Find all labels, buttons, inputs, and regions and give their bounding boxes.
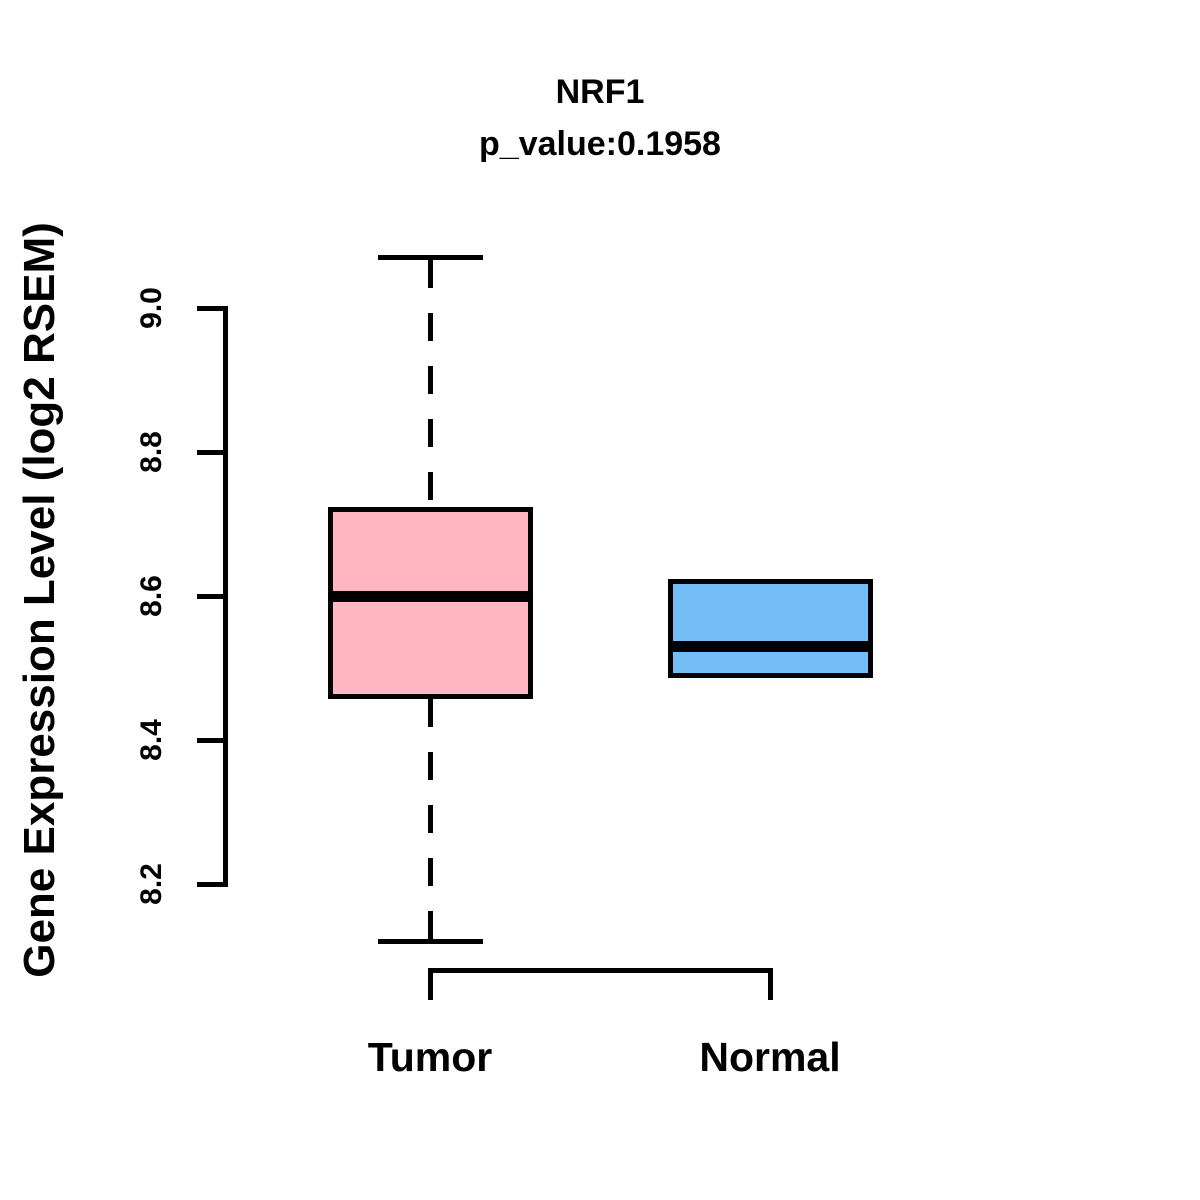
box-tumor	[327, 507, 533, 700]
gene-title: NRF1	[555, 73, 645, 111]
whisker-upper-tumor	[427, 260, 433, 508]
x-axis-tick-tumor	[427, 968, 433, 1000]
x-axis-line	[427, 968, 773, 973]
chart-title-block: NRF1 p_value:0.1958	[0, 66, 1200, 170]
y-axis-tick	[197, 305, 223, 311]
y-axis-tick	[197, 737, 223, 743]
y-axis-tick	[197, 881, 223, 887]
y-axis-tick	[197, 593, 223, 599]
y-axis-tick-label: 8.4	[135, 719, 168, 761]
y-axis-tick-label: 9.0	[135, 287, 168, 329]
y-axis-line	[223, 305, 228, 887]
x-axis-label-tumor: Tumor	[367, 1034, 493, 1080]
y-axis-tick-label: 8.8	[135, 431, 168, 473]
y-axis-tick	[197, 449, 223, 455]
box-normal	[667, 579, 873, 678]
median-line-tumor	[329, 590, 531, 602]
whisker-lower-tumor	[427, 699, 433, 940]
pvalue-subtitle: p_value:0.1958	[479, 125, 721, 163]
y-axis-tick-label: 8.6	[135, 575, 168, 617]
whisker-cap-upper-tumor	[377, 255, 483, 261]
x-axis-tick-normal	[767, 968, 773, 1000]
median-line-normal	[669, 640, 871, 652]
whisker-cap-lower-tumor	[377, 939, 483, 945]
x-axis-label-normal: Normal	[699, 1034, 841, 1080]
y-axis-tick-label: 8.2	[135, 863, 168, 905]
